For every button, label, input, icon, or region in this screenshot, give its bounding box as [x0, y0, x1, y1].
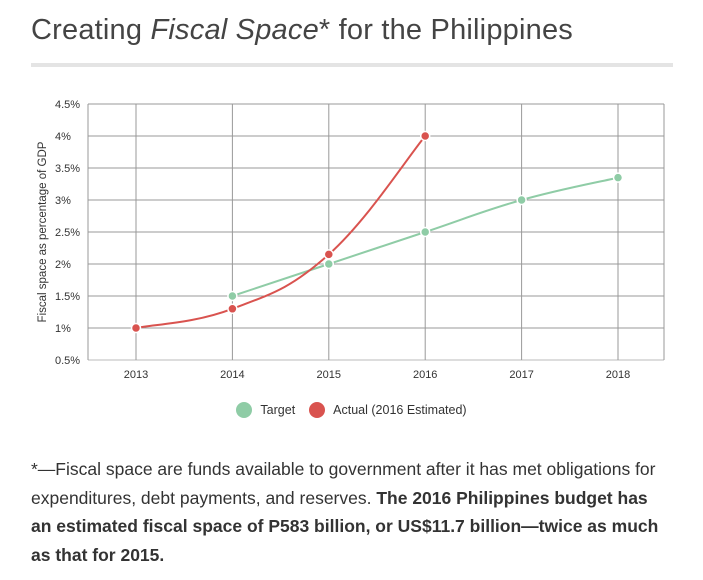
footnote-bold-text: The 2016 Philippines budget has an estim…: [31, 487, 659, 565]
y-tick-label: 4.5%: [55, 99, 80, 111]
legend-item-actual: Actual (2016 Estimated): [309, 402, 467, 418]
x-tick-label: 2017: [509, 369, 533, 381]
data-point-target: [227, 290, 238, 302]
data-point-actual: [130, 322, 142, 334]
y-tick-label: 1%: [55, 323, 71, 335]
y-axis-label: Fiscal space as percentage of GDP: [37, 141, 49, 322]
y-tick-label: 3.5%: [55, 163, 80, 175]
y-tick-label: 1.5%: [55, 291, 80, 303]
y-tick-label: 3%: [55, 195, 71, 207]
y-tick-label: 0.5%: [55, 355, 80, 367]
fiscal-space-chart: 0.5% 1% 1.5% 2% 2.5% 3% 3.5% 4% 4.5% 2013 2014 2015…: [37, 99, 665, 381]
title-suffix: * for the Philippines: [318, 14, 573, 46]
data-point-target: [516, 194, 527, 206]
legend-label: Actual (2016 Estimated): [333, 403, 467, 417]
x-tick-label: 2014: [220, 369, 244, 381]
data-point-target: [612, 172, 624, 183]
data-point-target: [323, 258, 335, 270]
data-point-actual: [323, 249, 335, 260]
footnote: *—Fiscal space are funds available to go…: [31, 455, 671, 569]
title-divider: [31, 63, 673, 67]
legend-item-target: Target: [236, 402, 295, 418]
chart-legend: Target Actual (2016 Estimated): [0, 402, 703, 418]
data-point-target: [419, 226, 431, 238]
data-point-actual: [227, 303, 238, 315]
x-tick-label: 2016: [413, 369, 437, 381]
series-line-actual: [135, 135, 426, 329]
data-point-actual: [419, 130, 431, 142]
x-tick-label: 2018: [606, 369, 630, 381]
page-title: Creating Fiscal Space* for the Philippin…: [31, 14, 573, 47]
title-prefix: Creating: [31, 14, 151, 46]
y-tick-label: 2%: [55, 259, 71, 271]
y-tick-label: 2.5%: [55, 227, 80, 239]
title-emphasis: Fiscal Space: [150, 14, 319, 46]
legend-swatch: [309, 402, 326, 418]
y-tick-label: 4%: [55, 131, 71, 143]
x-tick-label: 2015: [317, 369, 341, 381]
legend-swatch: [236, 402, 253, 418]
footnote-text: *—Fiscal space are funds available to go…: [31, 459, 656, 508]
x-tick-label: 2013: [124, 369, 148, 381]
legend-label: Target: [260, 403, 296, 417]
